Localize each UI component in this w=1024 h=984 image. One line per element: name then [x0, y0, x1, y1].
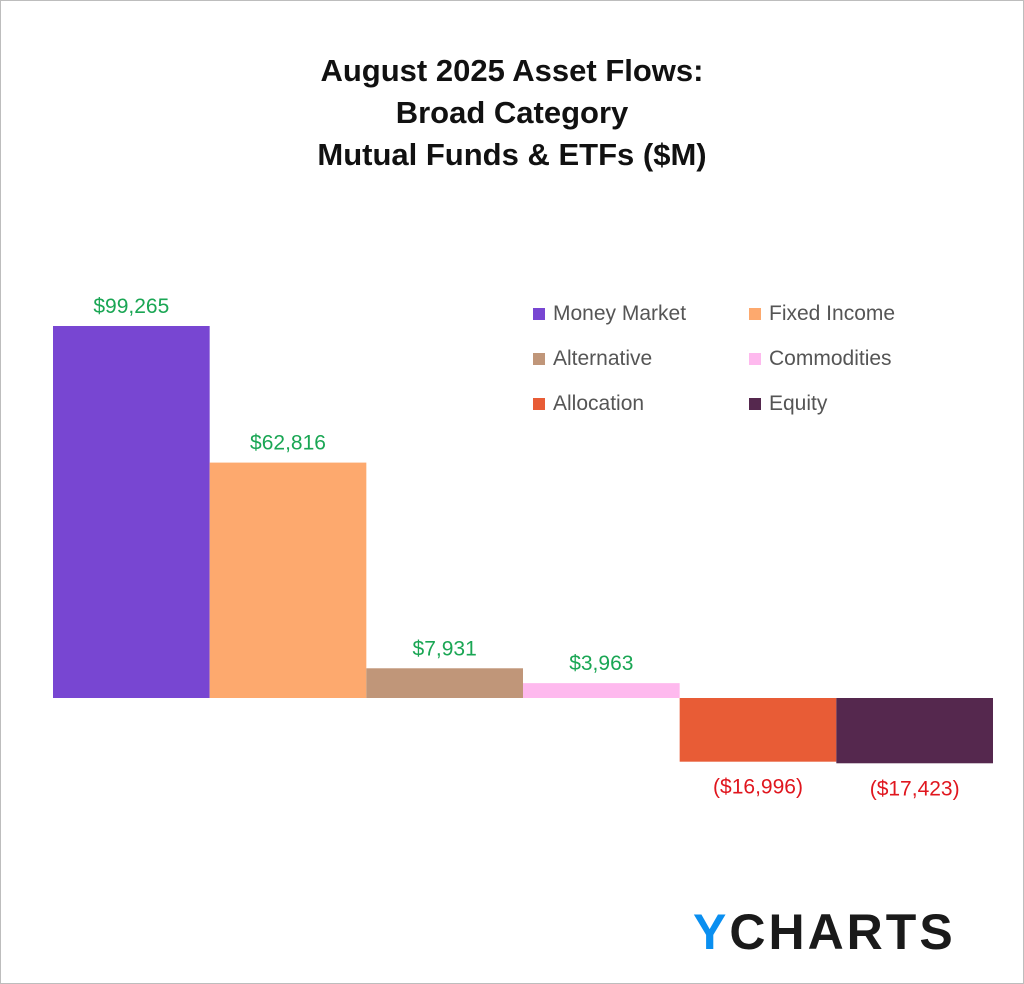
ycharts-logo: YCHARTS [693, 902, 956, 962]
legend-item-alternative: Alternative [533, 345, 749, 373]
bar-alternative [366, 668, 523, 698]
title-line-2: Broad Category [395, 95, 629, 130]
legend-item-fixed-income: Fixed Income [749, 300, 949, 328]
legend-label: Allocation [553, 392, 645, 415]
legend-swatch [749, 398, 761, 410]
bar-commodities [523, 683, 680, 698]
legend-item-equity: Equity [749, 390, 949, 418]
bar-allocation [679, 698, 837, 762]
legend-swatch [533, 353, 545, 365]
bar-money-market [53, 326, 210, 698]
data-label-equity: ($17,423) [870, 777, 960, 800]
logo-text: CHARTS [729, 904, 956, 960]
chart-title: August 2025 Asset Flows: Broad Category … [0, 50, 1024, 176]
data-label-commodities: $3,963 [569, 652, 633, 675]
data-label-allocation: ($16,996) [713, 776, 803, 799]
legend-item-allocation: Allocation [533, 390, 749, 418]
legend-label: Money Market [553, 302, 687, 325]
legend-swatch [749, 353, 761, 365]
legend-swatch [533, 398, 545, 410]
legend-swatch [533, 308, 545, 320]
data-label-money-market: $99,265 [93, 295, 169, 318]
data-label-fixed-income: $62,816 [250, 432, 326, 455]
bar-fixed-income [209, 462, 367, 698]
legend-label: Alternative [553, 347, 653, 370]
legend-label: Equity [769, 392, 828, 415]
legend-label: Commodities [769, 347, 892, 370]
legend-item-commodities: Commodities [749, 345, 949, 373]
title-line-1: August 2025 Asset Flows: [320, 53, 704, 88]
legend-item-money-market: Money Market [533, 300, 749, 328]
bar-equity [836, 698, 993, 764]
title-line-3: Mutual Funds & ETFs ($M) [317, 137, 707, 172]
logo-y: Y [693, 904, 730, 960]
legend: Money Market Fixed Income Alternative Co… [533, 300, 949, 418]
legend-swatch [749, 308, 761, 320]
legend-label: Fixed Income [769, 302, 896, 325]
data-label-alternative: $7,931 [413, 637, 477, 660]
